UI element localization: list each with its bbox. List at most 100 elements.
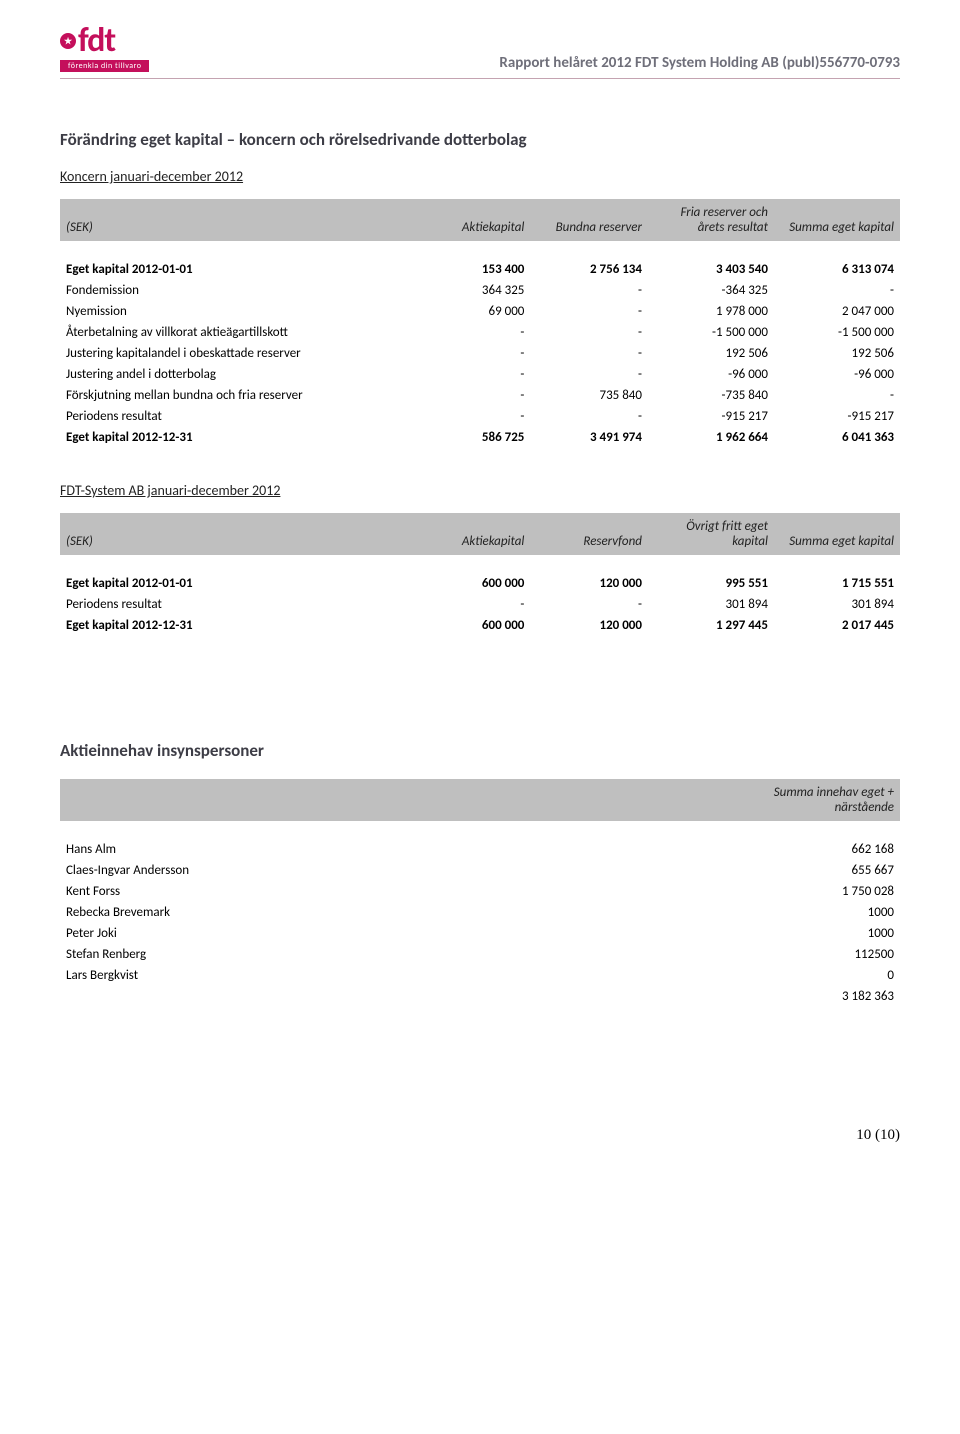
row-label: Återbetalning av villkorat aktieägartill… — [60, 322, 413, 343]
row-label — [60, 986, 648, 1007]
row-value: -96 000 — [774, 364, 900, 385]
table-header-cell: Aktiekapital — [413, 513, 531, 555]
row-label: Rebecka Brevemark — [60, 902, 648, 923]
row-label: Hans Alm — [60, 839, 648, 860]
row-value: - — [413, 406, 531, 427]
logo: ★ fdt förenkla din tillvaro — [60, 24, 149, 72]
row-label: Claes-Ingvar Andersson — [60, 860, 648, 881]
row-value: - — [530, 343, 648, 364]
section-title: Förändring eget kapital – koncern och rö… — [60, 129, 900, 150]
row-value: -364 325 — [648, 280, 774, 301]
row-label: Eget kapital 2012-12-31 — [60, 427, 413, 448]
row-label: Eget kapital 2012-01-01 — [60, 259, 413, 280]
row-value: 2 017 445 — [774, 615, 900, 636]
row-label: Periodens resultat — [60, 406, 413, 427]
row-value: 3 403 540 — [648, 259, 774, 280]
row-value: - — [413, 364, 531, 385]
row-value: 153 400 — [413, 259, 531, 280]
row-value: - — [530, 364, 648, 385]
row-value: 1000 — [648, 902, 900, 923]
table-row: Hans Alm662 168 — [60, 839, 900, 860]
row-label: Peter Joki — [60, 923, 648, 944]
row-value: 6 041 363 — [774, 427, 900, 448]
row-label: Eget kapital 2012-12-31 — [60, 615, 413, 636]
row-value: - — [530, 594, 648, 615]
table-row: Kent Forss1 750 028 — [60, 881, 900, 902]
row-value: 192 506 — [648, 343, 774, 364]
row-value: - — [774, 385, 900, 406]
row-value: 1 715 551 — [774, 573, 900, 594]
table-header-cell: Aktiekapital — [413, 199, 531, 241]
table-header-cell — [60, 779, 648, 821]
table-row: Claes-Ingvar Andersson655 667 — [60, 860, 900, 881]
row-label: Justering andel i dotterbolag — [60, 364, 413, 385]
table-row: Eget kapital 2012-12-31600 000120 0001 2… — [60, 615, 900, 636]
row-value: - — [413, 343, 531, 364]
section-fdt-system: FDT-System AB januari-december 2012 (SEK… — [60, 482, 900, 636]
table-row: Periodens resultat--301 894301 894 — [60, 594, 900, 615]
row-value: 1 978 000 — [648, 301, 774, 322]
table-row: Nyemission69 000-1 978 0002 047 000 — [60, 301, 900, 322]
row-value: 662 168 — [648, 839, 900, 860]
logo-bullet-icon: ★ — [60, 33, 76, 49]
table-row: Justering kapitalandel i obeskattade res… — [60, 343, 900, 364]
row-label: Förskjutning mellan bundna och fria rese… — [60, 385, 413, 406]
row-value: 2 047 000 — [774, 301, 900, 322]
row-value: 600 000 — [413, 573, 531, 594]
section-title: Aktieinnehav insynspersoner — [60, 740, 900, 761]
row-value: 69 000 — [413, 301, 531, 322]
section-equity-change: Förändring eget kapital – koncern och rö… — [60, 129, 900, 448]
table-header-cell: Summa innehav eget + närstående — [648, 779, 900, 821]
logo-text: fdt — [78, 24, 115, 58]
table-header-row: (SEK)AktiekapitalReservfondÖvrigt fritt … — [60, 513, 900, 555]
row-label: Lars Bergkvist — [60, 965, 648, 986]
table-row: Stefan Renberg112500 — [60, 944, 900, 965]
row-value: - — [413, 594, 531, 615]
subsection-title: FDT-System AB januari-december 2012 — [60, 482, 900, 499]
row-value: - — [530, 406, 648, 427]
table-header-cell: Summa eget kapital — [774, 199, 900, 241]
row-label: Nyemission — [60, 301, 413, 322]
report-title: Rapport helåret 2012 FDT System Holding … — [499, 54, 900, 72]
row-value: 2 756 134 — [530, 259, 648, 280]
row-value: 3 491 974 — [530, 427, 648, 448]
row-value: -915 217 — [774, 406, 900, 427]
table-row: Periodens resultat---915 217-915 217 — [60, 406, 900, 427]
table-fdt: (SEK)AktiekapitalReservfondÖvrigt fritt … — [60, 513, 900, 636]
table-row: Förskjutning mellan bundna och fria rese… — [60, 385, 900, 406]
row-value: -96 000 — [648, 364, 774, 385]
row-value: - — [413, 385, 531, 406]
table-row: 3 182 363 — [60, 986, 900, 1007]
row-value: 301 894 — [774, 594, 900, 615]
table-koncern: (SEK)AktiekapitalBundna reserverFria res… — [60, 199, 900, 448]
row-label: Eget kapital 2012-01-01 — [60, 573, 413, 594]
row-value: 120 000 — [530, 615, 648, 636]
table-header-row: Summa innehav eget + närstående — [60, 779, 900, 821]
row-value: 3 182 363 — [648, 986, 900, 1007]
row-value: 1 750 028 — [648, 881, 900, 902]
row-value: - — [530, 301, 648, 322]
row-value: 192 506 — [774, 343, 900, 364]
table-row: Eget kapital 2012-01-01600 000120 000995… — [60, 573, 900, 594]
row-value: - — [530, 322, 648, 343]
table-header-cell: (SEK) — [60, 199, 413, 241]
row-value: 655 667 — [648, 860, 900, 881]
row-value: - — [774, 280, 900, 301]
table-header-cell: Fria reserver och årets resultat — [648, 199, 774, 241]
row-label: Fondemission — [60, 280, 413, 301]
row-value: 301 894 — [648, 594, 774, 615]
row-value: 364 325 — [413, 280, 531, 301]
section-insider-holdings: Aktieinnehav insynspersoner Summa inneha… — [60, 740, 900, 1007]
row-value: 112500 — [648, 944, 900, 965]
row-value: 995 551 — [648, 573, 774, 594]
row-label: Stefan Renberg — [60, 944, 648, 965]
row-value: -1 500 000 — [648, 322, 774, 343]
row-value: 1000 — [648, 923, 900, 944]
table-header-row: (SEK)AktiekapitalBundna reserverFria res… — [60, 199, 900, 241]
page-header: ★ fdt förenkla din tillvaro Rapport helå… — [60, 24, 900, 79]
row-value: 1 962 664 — [648, 427, 774, 448]
row-value: 735 840 — [530, 385, 648, 406]
table-row: Eget kapital 2012-01-01153 4002 756 1343… — [60, 259, 900, 280]
row-value: - — [413, 322, 531, 343]
row-value: 586 725 — [413, 427, 531, 448]
